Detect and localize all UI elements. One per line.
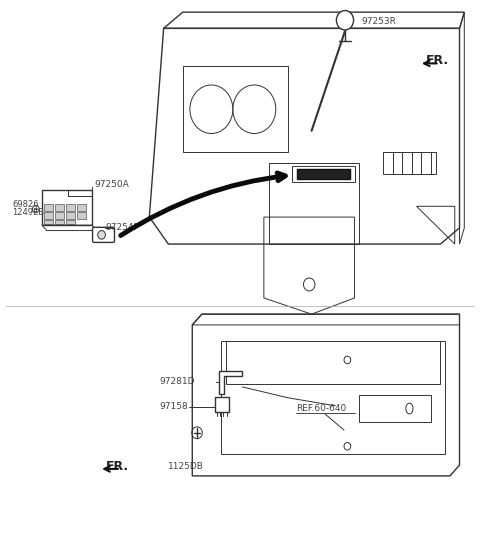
Text: 97281D: 97281D <box>160 377 195 386</box>
Text: 97254P: 97254P <box>106 223 139 233</box>
Text: 97158: 97158 <box>160 402 189 411</box>
Circle shape <box>98 230 106 239</box>
Text: FR.: FR. <box>426 54 449 67</box>
Circle shape <box>33 205 39 213</box>
FancyBboxPatch shape <box>66 212 75 218</box>
FancyBboxPatch shape <box>44 212 53 218</box>
Text: FR.: FR. <box>106 460 129 473</box>
Polygon shape <box>218 371 242 394</box>
FancyBboxPatch shape <box>55 204 64 211</box>
FancyBboxPatch shape <box>55 220 64 224</box>
Text: 69826: 69826 <box>12 200 38 209</box>
FancyBboxPatch shape <box>42 190 92 225</box>
FancyBboxPatch shape <box>77 204 86 211</box>
Text: 97250A: 97250A <box>95 180 129 189</box>
FancyBboxPatch shape <box>55 212 64 218</box>
FancyBboxPatch shape <box>66 204 75 211</box>
FancyBboxPatch shape <box>93 227 115 242</box>
Polygon shape <box>297 169 350 179</box>
Text: 97253R: 97253R <box>362 17 396 26</box>
Text: 1249EB: 1249EB <box>12 208 44 217</box>
Text: REF.60-640: REF.60-640 <box>296 404 347 413</box>
FancyBboxPatch shape <box>44 220 53 224</box>
FancyBboxPatch shape <box>66 220 75 224</box>
Text: 1125DB: 1125DB <box>168 462 204 470</box>
Circle shape <box>336 10 354 30</box>
FancyBboxPatch shape <box>215 397 229 412</box>
FancyBboxPatch shape <box>44 204 53 211</box>
FancyBboxPatch shape <box>77 212 86 218</box>
